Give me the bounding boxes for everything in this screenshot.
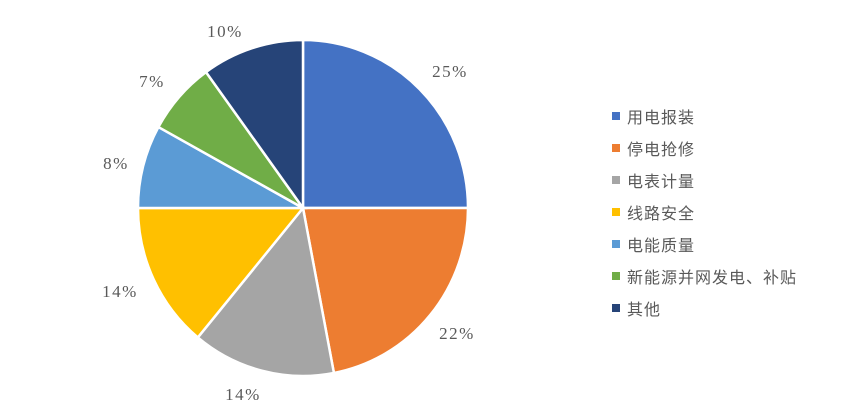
pie-slice-7: [204, 38, 305, 212]
legend-item-4: 线路安全: [612, 196, 797, 228]
pie-slice-2: [301, 206, 470, 375]
legend-item-label: 停电抢修: [627, 142, 696, 159]
pie-slice-3: [196, 205, 336, 378]
legend-item-label: 用电报装: [627, 110, 696, 127]
legend-swatch-icon: [612, 112, 620, 120]
legend-swatch-icon: [612, 144, 620, 152]
legend-item-6: 新能源并网发电、补贴: [612, 260, 797, 292]
legend: 用电报装停电抢修电表计量线路安全电能质量新能源并网发电、补贴 其他: [612, 100, 797, 324]
legend-item-5: 电能质量: [612, 228, 797, 260]
legend-item-3: 电表计量: [612, 164, 797, 196]
legend-item-2: 停电抢修: [612, 132, 797, 164]
legend-item-label: 电能质量: [627, 238, 696, 255]
legend-item-7: 其他: [612, 292, 797, 324]
pie-slice-4: [136, 206, 306, 340]
legend-item-label: 线路安全: [627, 206, 696, 223]
legend-swatch-icon: [612, 176, 620, 184]
legend-swatch-icon: [612, 304, 620, 312]
legend-swatch-icon: [612, 208, 620, 216]
legend-swatch-icon: [612, 240, 620, 248]
legend-swatch-icon: [612, 272, 620, 280]
legend-item-label: 电表计量: [627, 174, 696, 191]
pie-slice-1: [301, 38, 470, 210]
legend-item-label: 其他: [627, 302, 662, 319]
legend-item-label: 新能源并网发电、补贴: [627, 270, 798, 287]
legend-item-1: 用电报装: [612, 100, 797, 132]
